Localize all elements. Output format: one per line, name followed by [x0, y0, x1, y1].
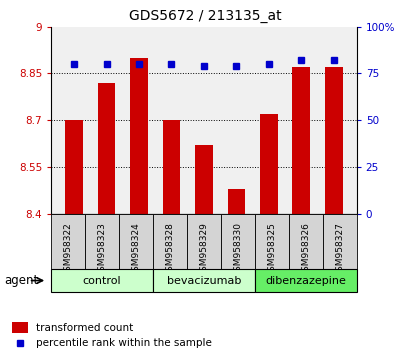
Text: GSM958330: GSM958330 [233, 222, 242, 278]
Bar [324, 67, 342, 214]
Text: GSM958322: GSM958322 [63, 222, 72, 277]
Text: GSM958323: GSM958323 [97, 222, 106, 277]
Text: GSM958329: GSM958329 [199, 222, 208, 277]
Bar [195, 145, 212, 214]
Text: control: control [83, 275, 121, 286]
Bar [254, 214, 288, 269]
Bar [85, 214, 119, 269]
Text: GSM958328: GSM958328 [165, 222, 174, 277]
Bar [162, 120, 180, 214]
Text: bevacizumab: bevacizumab [166, 275, 240, 286]
Bar [292, 67, 310, 214]
Bar [227, 189, 245, 214]
Bar [288, 214, 322, 269]
Text: agent: agent [4, 274, 38, 287]
Bar [97, 83, 115, 214]
Bar [65, 120, 83, 214]
Text: percentile rank within the sample: percentile rank within the sample [36, 338, 211, 348]
Bar [51, 214, 85, 269]
Bar [220, 214, 254, 269]
Bar [153, 269, 254, 292]
Text: dibenzazepine: dibenzazepine [265, 275, 345, 286]
Text: GSM958326: GSM958326 [301, 222, 310, 277]
Bar [130, 58, 148, 214]
Bar [322, 214, 356, 269]
Bar [254, 269, 356, 292]
Bar [153, 214, 187, 269]
Text: GSM958327: GSM958327 [335, 222, 344, 277]
Bar [187, 214, 220, 269]
Bar [259, 114, 277, 214]
Bar [119, 214, 153, 269]
Bar [12, 322, 28, 333]
Bar [51, 269, 153, 292]
Text: GDS5672 / 213135_at: GDS5672 / 213135_at [128, 9, 281, 23]
Text: GSM958324: GSM958324 [131, 222, 140, 277]
Text: transformed count: transformed count [36, 322, 133, 332]
Text: GSM958325: GSM958325 [267, 222, 276, 277]
